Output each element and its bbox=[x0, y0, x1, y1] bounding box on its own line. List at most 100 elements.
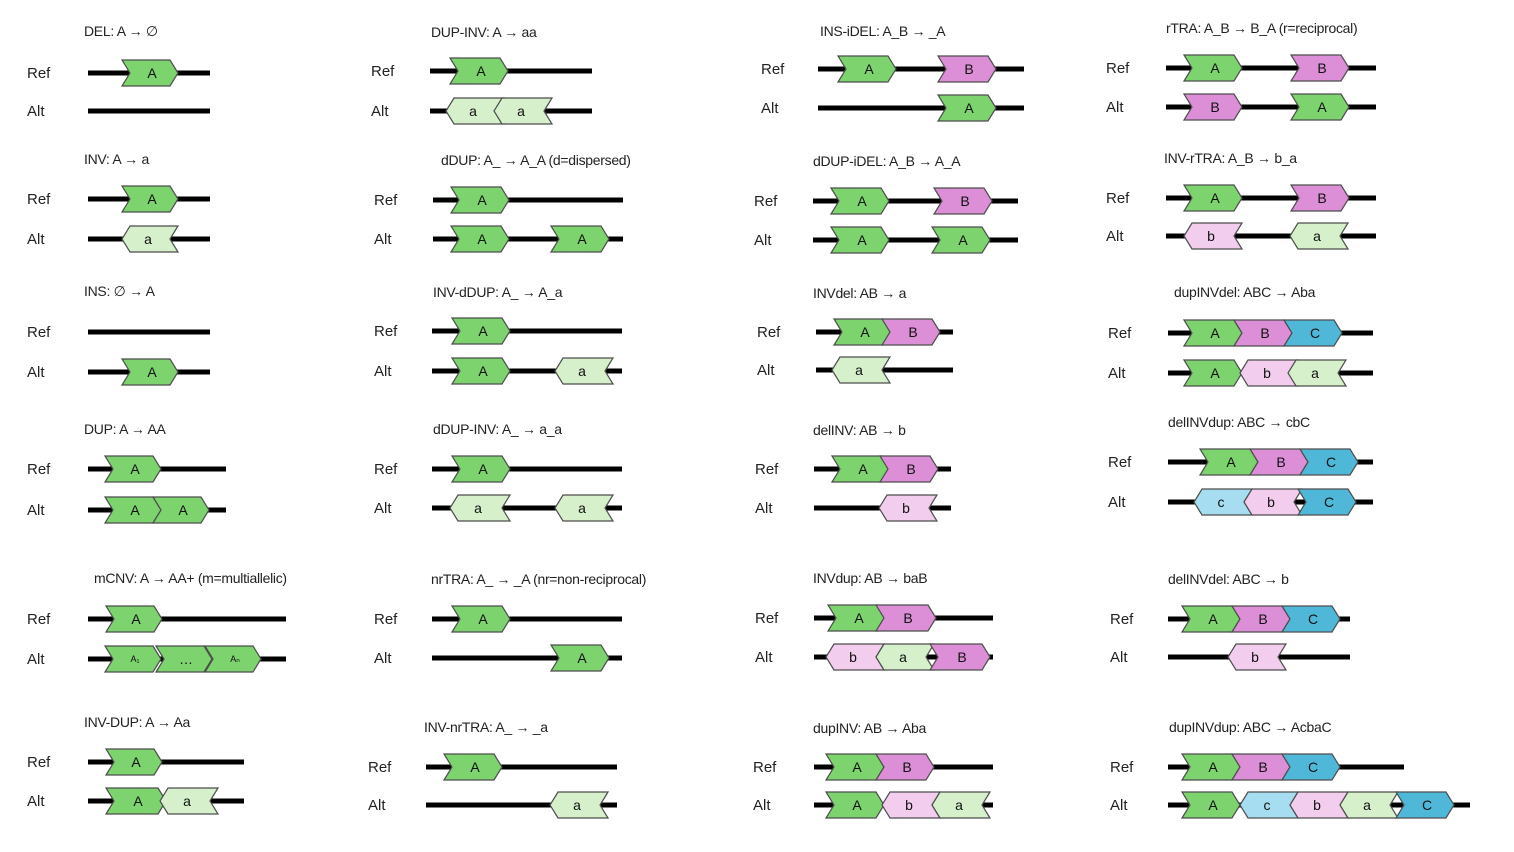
panel-ddupinv: dDUP-INV: A_ → a_a Ref A Alt a a bbox=[374, 421, 622, 522]
segment-B: B bbox=[1232, 319, 1293, 347]
segment-shape bbox=[1280, 605, 1341, 633]
panel-delinv: delINV: AB → b Ref A B Alt b bbox=[755, 422, 951, 522]
panel-title: dDUP-INV: A_ → a_a bbox=[433, 421, 562, 437]
panel-ins: INS: ∅ → A Ref Alt A bbox=[27, 283, 210, 386]
panel-title: INV-dDUP: A_ → A_a bbox=[433, 284, 563, 300]
segment-A: A bbox=[450, 455, 511, 483]
segment-shape bbox=[878, 455, 939, 483]
segment-label: A bbox=[131, 754, 141, 770]
segment-B: B bbox=[1230, 605, 1291, 633]
segment-label: A bbox=[477, 231, 487, 247]
alt-row-label: Alt bbox=[1110, 649, 1128, 666]
panel-title: INS-iDEL: A_B → _A bbox=[820, 23, 946, 39]
alt-row-label: Alt bbox=[27, 793, 45, 810]
segment-label: A bbox=[854, 610, 864, 626]
alt-row-label: Alt bbox=[27, 651, 45, 668]
segment-C: C bbox=[1282, 319, 1343, 347]
segment-label: a bbox=[1363, 797, 1371, 813]
ref-row-label: Ref bbox=[368, 759, 392, 776]
segment-label: C bbox=[1324, 494, 1334, 510]
segment-label: A bbox=[964, 100, 974, 116]
alt-row-label: Alt bbox=[761, 100, 779, 117]
segment-label: a bbox=[469, 103, 477, 119]
ref-row-label: Ref bbox=[27, 611, 51, 628]
segment-shape bbox=[931, 791, 992, 819]
segment-label: b bbox=[1207, 228, 1215, 244]
ref-row-label: Ref bbox=[757, 324, 781, 341]
segment-shape bbox=[104, 787, 167, 815]
segment-label: A bbox=[147, 191, 157, 207]
segment-label: B bbox=[906, 461, 915, 477]
segment-shape bbox=[1282, 319, 1343, 347]
segment-label: A bbox=[131, 611, 141, 627]
segment-shape bbox=[1183, 222, 1244, 250]
segment-B: B bbox=[936, 55, 997, 83]
segment-label: a bbox=[899, 649, 907, 665]
segment-label: b bbox=[902, 500, 910, 516]
segment-shape bbox=[159, 787, 220, 815]
segment-shape bbox=[448, 57, 509, 85]
segment-a: a bbox=[931, 791, 992, 819]
segment-shape bbox=[1180, 791, 1241, 819]
segment-a: a bbox=[449, 494, 512, 522]
segment-shape bbox=[1289, 184, 1350, 212]
segment-label: c bbox=[1218, 494, 1225, 510]
panel-title: INV: A → a bbox=[84, 151, 149, 167]
panel-title: rTRA: A_B → B_A (r=reciprocal) bbox=[1166, 20, 1357, 36]
segment-label: b bbox=[1251, 649, 1259, 665]
segment-label: a bbox=[578, 363, 586, 379]
ref-row-label: Ref bbox=[1108, 325, 1132, 342]
segment-B: B bbox=[880, 318, 941, 346]
segment-A: A bbox=[450, 357, 511, 385]
segment-label: A bbox=[577, 650, 587, 666]
alt-row-label: Alt bbox=[1106, 228, 1124, 245]
segment-label: A bbox=[858, 461, 868, 477]
segment-A: A bbox=[829, 226, 890, 254]
ref-row-label: Ref bbox=[755, 461, 779, 478]
segment-label: A bbox=[852, 797, 862, 813]
ref-row-label: Ref bbox=[755, 610, 779, 627]
segment-C: C bbox=[1296, 488, 1357, 516]
segment-shape bbox=[1289, 93, 1350, 121]
segment-label: a bbox=[517, 103, 525, 119]
panel-invrtra: INV-rTRA: A_B → b_a Ref A B Alt b a bbox=[1106, 150, 1376, 250]
segment-label: A bbox=[478, 363, 488, 379]
segment-label: B bbox=[1210, 99, 1219, 115]
panel-title: INS: ∅ → A bbox=[84, 283, 156, 299]
segment-label: … bbox=[179, 651, 193, 667]
segment-a: a bbox=[831, 356, 892, 384]
ref-row-label: Ref bbox=[1108, 454, 1132, 471]
segment-B: B bbox=[1248, 448, 1309, 476]
segment-label: A bbox=[857, 232, 867, 248]
segment-label: A bbox=[577, 231, 587, 247]
segment-shape bbox=[450, 605, 511, 633]
segment-label: A bbox=[852, 759, 862, 775]
panel-invdup2: INVdup: AB → baB Ref A B Alt b a B bbox=[755, 570, 993, 671]
segment-shape bbox=[104, 605, 163, 633]
alt-row-label: Alt bbox=[374, 500, 392, 517]
panel-title: nrTRA: A_ → _A (nr=non-reciprocal) bbox=[431, 571, 646, 587]
alt-row-label: Alt bbox=[754, 232, 772, 249]
alt-row-label: Alt bbox=[27, 364, 45, 381]
segment-shape bbox=[836, 55, 897, 83]
segment-shape bbox=[1287, 359, 1348, 387]
segment-label: B bbox=[960, 193, 969, 209]
segment-C: C bbox=[1394, 791, 1455, 819]
segment-A: A bbox=[104, 748, 163, 776]
segment-shape bbox=[449, 494, 512, 522]
segment-label: C bbox=[1422, 797, 1432, 813]
segment-A: A bbox=[120, 358, 179, 386]
segment-label: C bbox=[1308, 759, 1318, 775]
segment-a: a bbox=[554, 494, 615, 522]
segment-a: a bbox=[159, 787, 220, 815]
segment-label: a bbox=[573, 797, 581, 813]
segment-a: a bbox=[875, 643, 936, 671]
segment-label: A bbox=[958, 232, 968, 248]
segment-shape bbox=[878, 494, 939, 522]
alt-row-label: Alt bbox=[27, 502, 45, 519]
segment-label: a bbox=[183, 793, 191, 809]
